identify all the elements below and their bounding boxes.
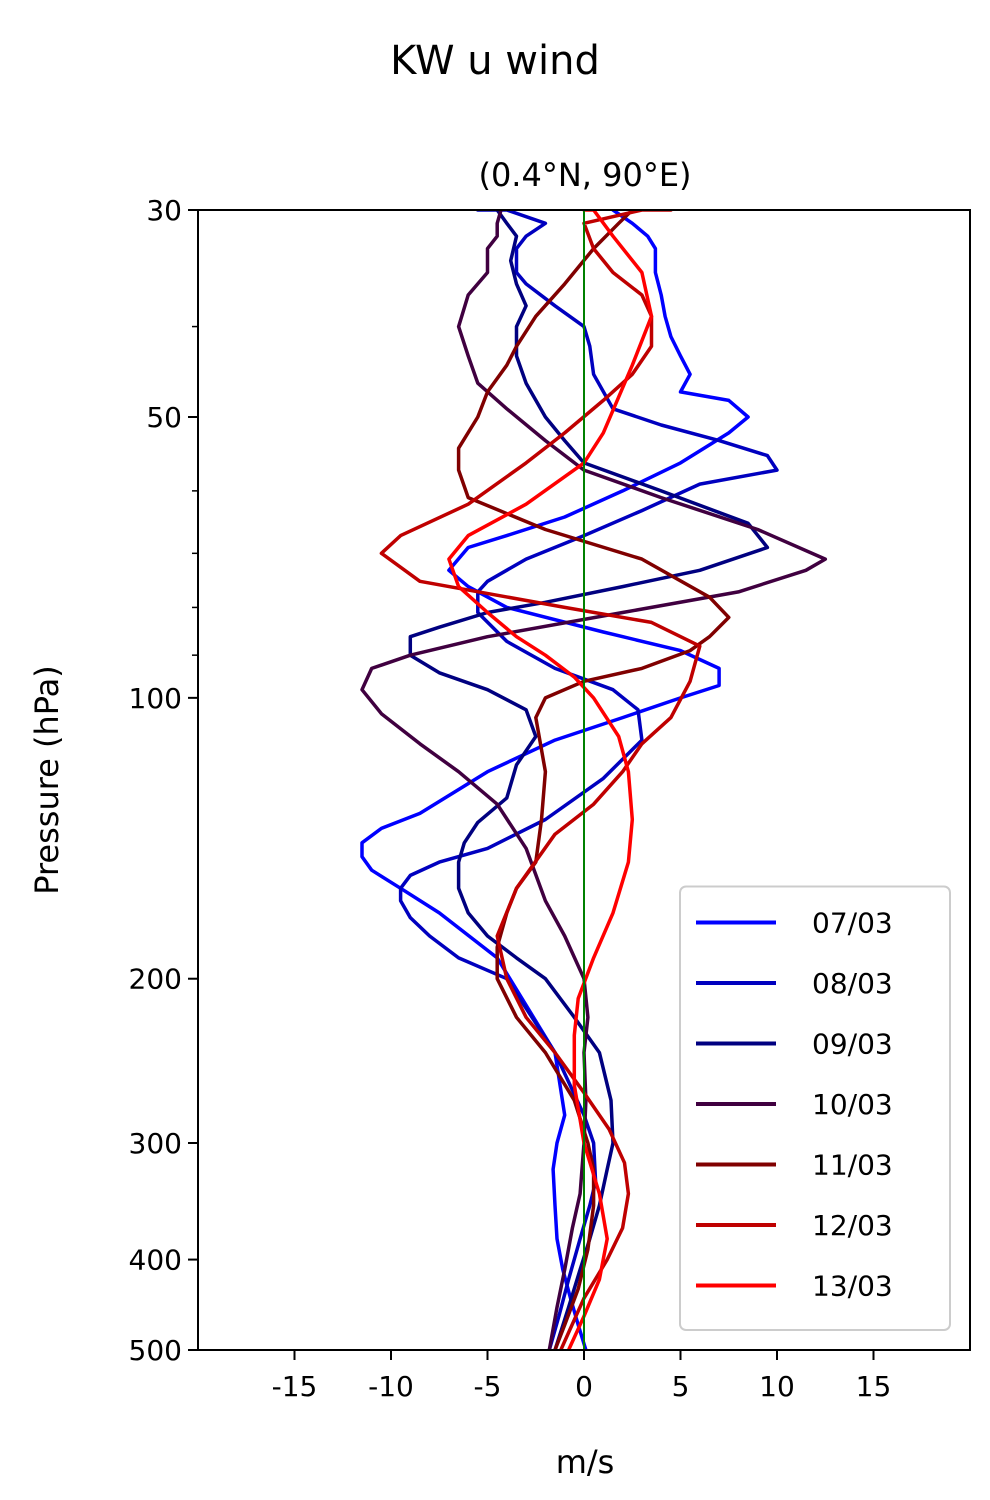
series-line-10-03 (360, 210, 828, 1350)
x-tick-label: 5 (672, 1370, 690, 1403)
chart-title: KW u wind (390, 38, 600, 84)
y-axis: 30 50 100 200 300 400 500 (129, 194, 198, 1367)
legend-box (679, 885, 951, 1331)
x-tick-label: 0 (575, 1370, 593, 1403)
x-axis: -15 -10 -5 0 5 10 15 (272, 1350, 892, 1403)
series-line-07-03 (360, 210, 750, 1350)
y-tick-label: 200 (129, 963, 182, 996)
legend-label: 07/03 (812, 907, 893, 940)
legend-label: 08/03 (812, 967, 893, 1000)
x-tick-label: -10 (368, 1370, 414, 1403)
legend-label: 13/03 (812, 1270, 893, 1303)
x-tick-label: -5 (474, 1370, 502, 1403)
legend-label: 12/03 (812, 1209, 893, 1242)
chart-subtitle: (0.4°N, 90°E) (478, 156, 691, 194)
legend-label: 09/03 (812, 1028, 893, 1061)
y-tick-label: 400 (129, 1244, 182, 1277)
x-tick-label: -15 (272, 1370, 318, 1403)
legend: 07/03 08/03 09/03 10/03 11/03 12/03 13/03 (679, 885, 951, 1331)
y-tick-label: 300 (129, 1127, 182, 1160)
x-tick-label: 10 (759, 1370, 795, 1403)
legend-label: 11/03 (812, 1149, 893, 1182)
series-line-12-03 (379, 210, 702, 1350)
series-line-13-03 (447, 210, 654, 1350)
y-tick-label: 500 (129, 1334, 182, 1367)
x-tick-label: 15 (856, 1370, 892, 1403)
series-line-08-03 (398, 210, 779, 1350)
legend-label: 10/03 (812, 1088, 893, 1121)
y-tick-label: 30 (146, 194, 182, 227)
x-axis-label: m/s (556, 1443, 615, 1481)
y-tick-label: 100 (129, 682, 182, 715)
y-tick-label: 50 (146, 401, 182, 434)
y-axis-label: Pressure (hPa) (28, 665, 66, 895)
series-line-09-03 (408, 210, 770, 1350)
